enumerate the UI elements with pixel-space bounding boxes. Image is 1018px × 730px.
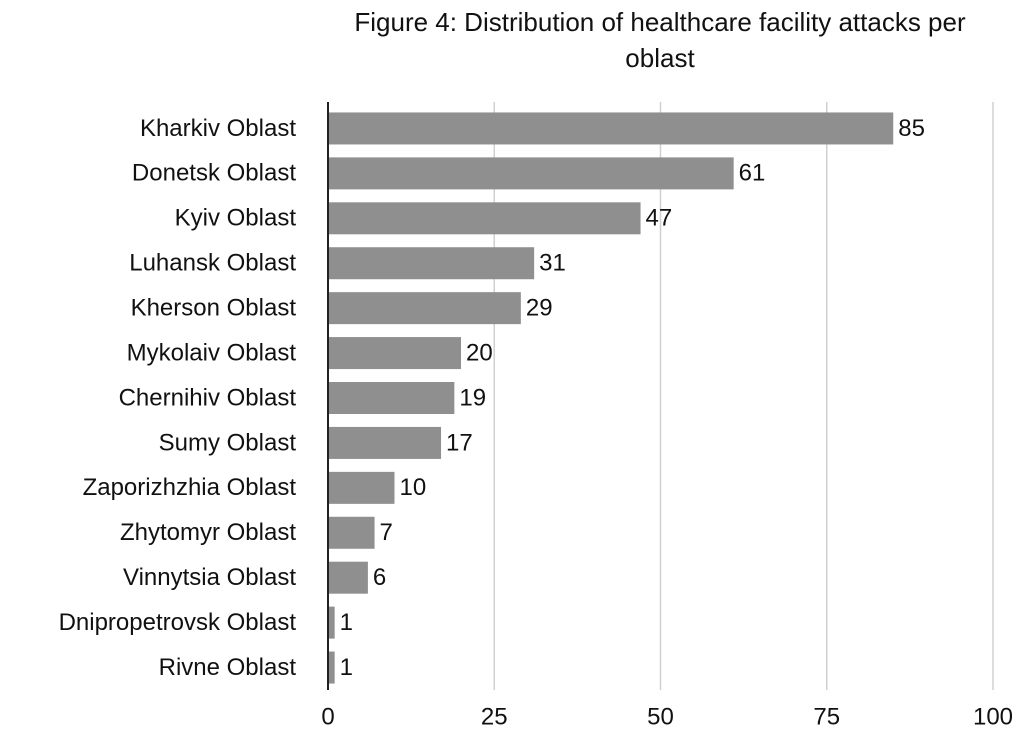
bar bbox=[328, 337, 461, 370]
data-label: 19 bbox=[459, 384, 486, 411]
bar bbox=[328, 292, 521, 325]
data-label: 7 bbox=[380, 519, 393, 546]
y-tick-label: Kyiv Oblast bbox=[175, 205, 297, 232]
y-tick-label: Rivne Oblast bbox=[159, 654, 297, 681]
bar bbox=[328, 247, 535, 280]
data-label: 47 bbox=[646, 205, 673, 232]
y-tick-label: Donetsk Oblast bbox=[132, 160, 296, 187]
bar bbox=[328, 202, 641, 235]
bar bbox=[328, 112, 894, 145]
y-tick-label: Kherson Oblast bbox=[131, 294, 297, 321]
data-label: 6 bbox=[373, 564, 386, 591]
data-label: 10 bbox=[400, 474, 427, 501]
data-label: 17 bbox=[446, 429, 473, 456]
data-label: 85 bbox=[898, 115, 925, 142]
y-tick-label: Kharkiv Oblast bbox=[140, 115, 296, 142]
x-tick-label: 50 bbox=[647, 703, 674, 730]
data-label: 29 bbox=[526, 294, 553, 321]
x-tick-label: 100 bbox=[973, 703, 1013, 730]
data-label: 1 bbox=[340, 609, 353, 636]
bar bbox=[328, 157, 734, 190]
data-label: 1 bbox=[340, 654, 353, 681]
x-tick-label: 25 bbox=[481, 703, 508, 730]
bar bbox=[328, 471, 395, 504]
y-tick-label: Mykolaiv Oblast bbox=[127, 339, 297, 366]
y-tick-label: Dnipropetrovsk Oblast bbox=[59, 609, 297, 636]
x-tick-label: 0 bbox=[321, 703, 334, 730]
x-tick-label: 75 bbox=[813, 703, 840, 730]
bar bbox=[328, 382, 455, 414]
bar bbox=[328, 516, 375, 549]
bar bbox=[328, 606, 335, 639]
y-tick-label: Vinnytsia Oblast bbox=[123, 564, 296, 591]
y-tick-label: Sumy Oblast bbox=[159, 429, 297, 456]
y-tick-label: Luhansk Oblast bbox=[129, 250, 296, 277]
bar bbox=[328, 561, 368, 594]
y-tick-label: Chernihiv Oblast bbox=[119, 384, 297, 411]
data-label: 31 bbox=[539, 250, 566, 277]
data-label: 61 bbox=[739, 160, 766, 187]
bar bbox=[328, 426, 442, 459]
chart-title: Figure 4: Distribution of healthcare fac… bbox=[354, 7, 966, 73]
y-tick-label: Zhytomyr Oblast bbox=[120, 519, 296, 546]
bar bbox=[328, 651, 335, 684]
y-tick-label: Zaporizhzhia Oblast bbox=[83, 474, 297, 501]
data-label: 20 bbox=[466, 339, 493, 366]
